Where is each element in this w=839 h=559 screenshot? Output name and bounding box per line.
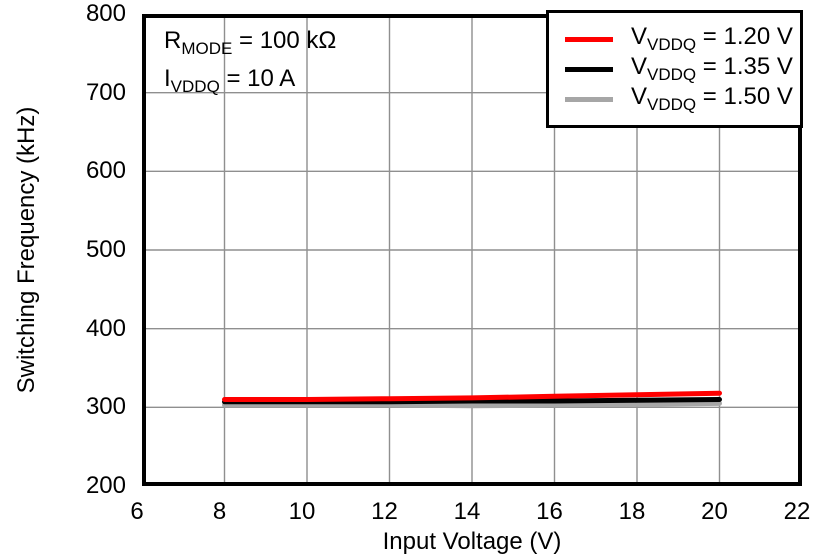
x-tick-label: 18 bbox=[618, 498, 646, 525]
legend-label-text: V bbox=[631, 23, 648, 51]
data-line-120 bbox=[222, 390, 722, 402]
y-tick-label: 700 bbox=[85, 78, 126, 106]
legend: VVDDQ = 1.20 V VVDDQ = 1.35 V VVDDQ = 1.… bbox=[546, 10, 803, 128]
y-tick-label: 800 bbox=[85, 0, 126, 27]
x-tick-label: 16 bbox=[536, 498, 563, 525]
annotation-text: R bbox=[164, 27, 182, 54]
annotation-box: RMODE = 100 kΩ IVDDQ = 10 A bbox=[164, 26, 336, 102]
legend-label-text: = 1.50 V bbox=[696, 83, 793, 111]
legend-label-text: = 1.35 V bbox=[696, 53, 793, 81]
annotation-subscript: VDDQ bbox=[170, 76, 220, 96]
x-tick-label: 14 bbox=[453, 498, 481, 525]
legend-line-swatch-black bbox=[565, 66, 613, 72]
x-tick-label: 12 bbox=[371, 498, 398, 525]
annotation-text: I bbox=[164, 64, 171, 92]
legend-line-swatch-red bbox=[565, 36, 613, 42]
x-tick-label: 6 bbox=[130, 498, 144, 525]
x-tick-label: 20 bbox=[701, 498, 728, 525]
y-tick-label: 300 bbox=[85, 393, 126, 421]
legend-label-subscript: VDDQ bbox=[647, 64, 697, 84]
annotation-text: = 100 kΩ bbox=[232, 27, 337, 54]
legend-label: VVDDQ = 1.50 V bbox=[631, 83, 793, 115]
legend-label-subscript: VDDQ bbox=[647, 34, 697, 54]
x-axis-title: Input Voltage (V) bbox=[382, 528, 562, 555]
annotation-subscript: MODE bbox=[181, 38, 233, 58]
data-line-150 bbox=[222, 400, 722, 409]
x-tick-label: 8 bbox=[212, 498, 227, 525]
legend-label: VVDDQ = 1.20 V bbox=[631, 23, 793, 55]
x-tick-label: 10 bbox=[288, 498, 316, 525]
annotation-line-rmode: RMODE = 100 kΩ bbox=[164, 26, 336, 64]
legend-item-1v20: VVDDQ = 1.20 V bbox=[549, 23, 800, 55]
legend-label-text: = 1.20 V bbox=[696, 23, 793, 51]
y-tick-label: 400 bbox=[85, 314, 126, 342]
y-tick-label: 600 bbox=[85, 157, 126, 185]
legend-label-text: V bbox=[631, 83, 648, 111]
legend-label-text: V bbox=[631, 53, 648, 81]
annotation-text: = 10 A bbox=[219, 64, 296, 92]
legend-line-swatch-gray bbox=[565, 96, 613, 102]
plot-border bbox=[142, 14, 802, 486]
legend-item-1v35: VVDDQ = 1.35 V bbox=[549, 53, 800, 85]
legend-label: VVDDQ = 1.35 V bbox=[631, 53, 793, 85]
y-tick-label: 200 bbox=[85, 472, 126, 499]
legend-label-subscript: VDDQ bbox=[647, 94, 697, 114]
annotation-line-ivddq: IVDDQ = 10 A bbox=[164, 64, 336, 102]
y-tick-label: 500 bbox=[85, 236, 126, 263]
legend-item-1v50: VVDDQ = 1.50 V bbox=[549, 83, 800, 115]
x-tick-label: 22 bbox=[783, 498, 811, 525]
